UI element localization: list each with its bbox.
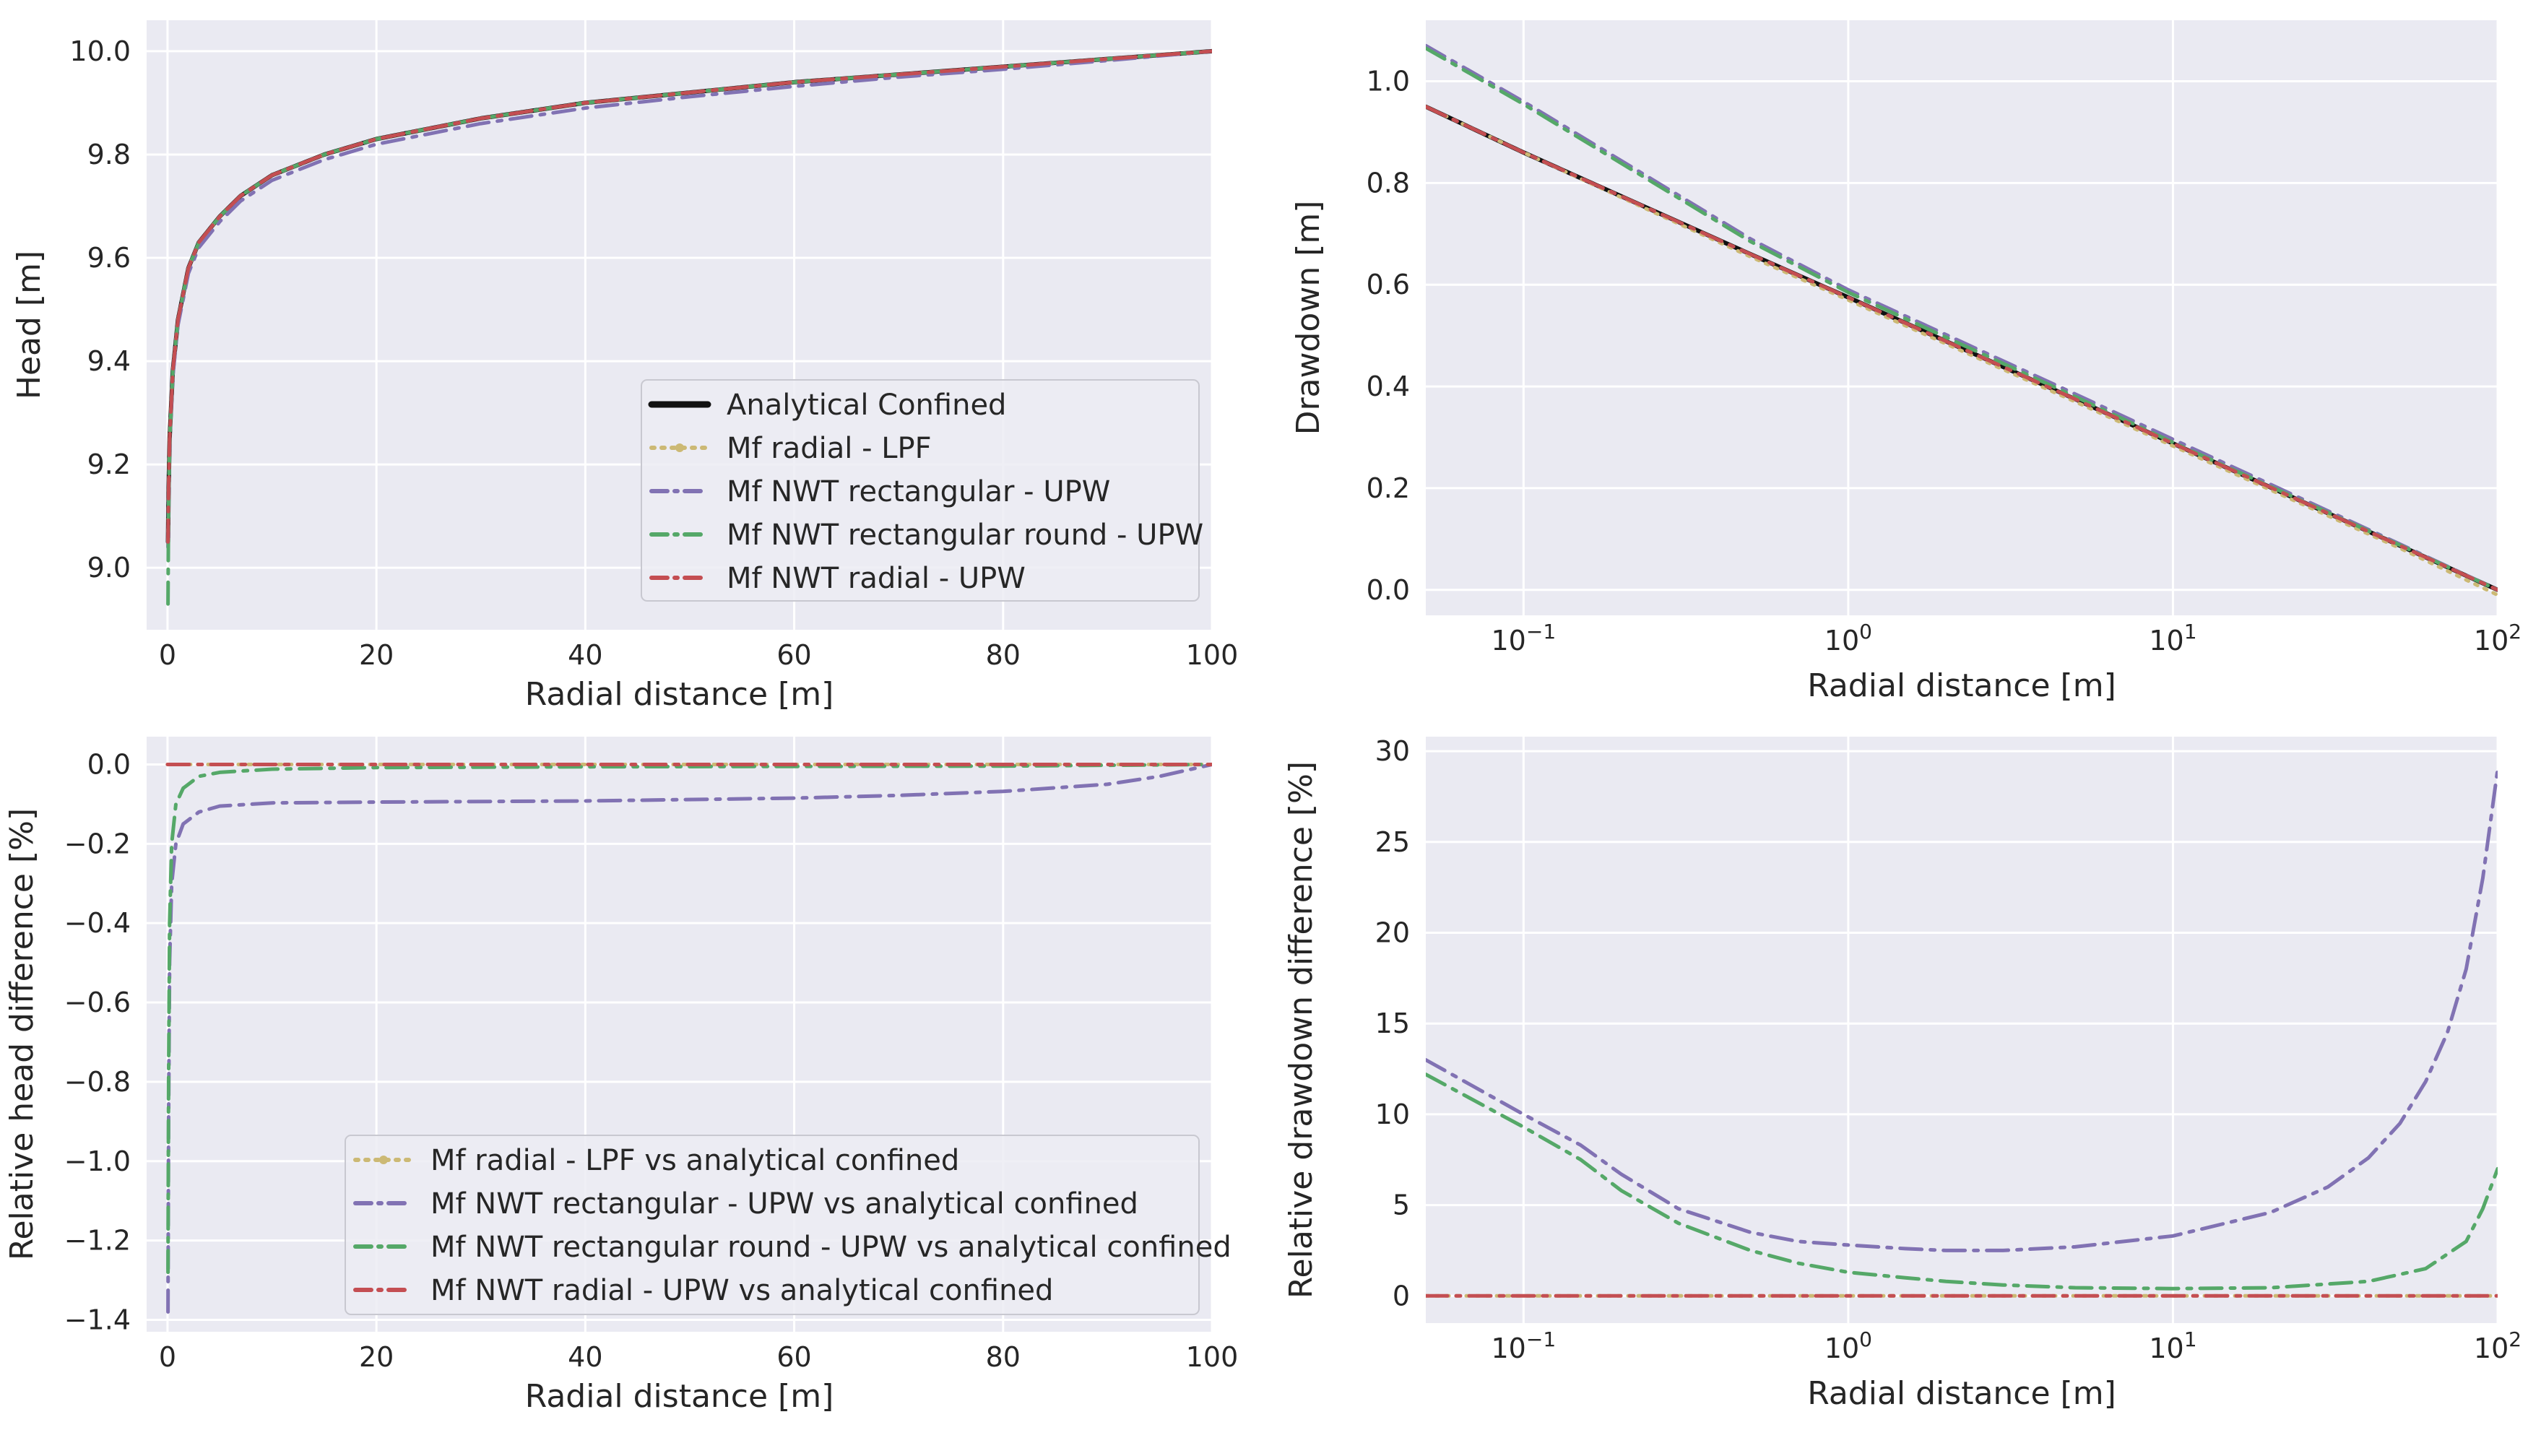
legend-label: Mf NWT rectangular round - UPW vs analyt… [430,1231,1231,1264]
series-line [166,49,1212,606]
y-tick-label: −0.2 [64,828,131,859]
legend-label: Mf radial - LPF vs analytical confined [430,1144,959,1177]
y-tick-label: 30 [1375,735,1410,767]
y-axis-label: Relative head difference [%] [4,808,40,1260]
y-axis-label: Relative drawdown difference [%] [1283,761,1320,1299]
y-tick-label: −1.2 [64,1225,131,1257]
legend-marker [379,1156,388,1164]
x-tick-label: 20 [359,1341,394,1373]
plot-area [1426,20,2498,615]
series-line [166,763,1212,1275]
x-tick-label: 40 [568,639,602,671]
legend: Mf radial - LPF vs analytical confined Mf… [345,1135,1231,1315]
x-tick-label: 0 [159,639,176,671]
series-group [165,763,1212,1314]
y-axis-label: Head [m] [11,251,48,399]
y-tick-label: 9.6 [87,242,131,274]
legend-box [641,379,1200,602]
legend-label: Analytical Confined [727,389,1006,422]
y-tick-label: 20 [1375,917,1410,949]
x-tick-label: 100 [1186,639,1239,671]
legend-label: Mf NWT rectangular - UPW [727,475,1110,508]
plot-area [1426,737,2498,1323]
y-tick-label: −1.0 [64,1145,131,1177]
y-tick-label: 0.8 [1367,167,1410,199]
y-tick-label: −0.4 [64,907,131,939]
y-tick-label: 9.0 [87,552,131,584]
y-tick-label: 0.6 [1367,269,1410,300]
series-group [165,48,1212,606]
y-tick-label: 10 [1375,1098,1410,1130]
x-tick-label: 100 [1824,620,1872,656]
x-tick-label: 101 [2149,1327,2196,1364]
x-tick-label: 60 [776,639,811,671]
y-axis-label: Drawdown [m] [1290,201,1327,436]
x-axis-label: Radial distance [m] [1807,667,2116,704]
legend-label: Mf NWT rectangular round - UPW [727,519,1203,552]
series-line [166,49,1212,544]
y-tick-label: 5 [1393,1190,1410,1221]
y-tick-label: −0.6 [64,987,131,1018]
x-tick-label: 20 [359,639,394,671]
x-tick-label: 100 [1824,1327,1872,1364]
y-tick-label: 9.8 [87,139,131,170]
y-tick-label: 9.2 [87,448,131,480]
series-line [1426,767,2498,1252]
x-axis-label: Radial distance [m] [525,676,834,713]
legend-label: Mf NWT radial - UPW vs analytical confin… [430,1274,1053,1307]
x-tick-label: 102 [2474,1327,2521,1364]
chart-drawdown-diff: 10−1 100 101 102 0 5 10 15 20 25 30 Radial distance… [1283,735,2521,1412]
y-tick-label: 0 [1393,1280,1410,1312]
x-tick-label: 10−1 [1492,1327,1557,1364]
y-tick-label: 0.2 [1367,472,1410,504]
y-tick-label: −1.4 [64,1304,131,1336]
legend-box [345,1135,1200,1315]
x-tick-label: 10−1 [1492,620,1557,656]
x-tick-label: 60 [776,1341,811,1373]
series-line [1426,105,2498,597]
chart-head-diff: 0 20 40 60 80 100 0.0 −0.2 −0.4 −0.6 −0.8 −1.0 −1.2 −… [4,737,1238,1415]
x-tick-label: 80 [986,1341,1021,1373]
chart-drawdown: 10−1 100 101 102 0.0 0.2 0.4 0.6 0.8 1.0 Radial di… [1290,20,2521,704]
legend-label: Mf NWT rectangular - UPW vs analytical c… [430,1187,1138,1221]
x-tick-label: 80 [986,639,1021,671]
y-tick-label: 15 [1375,1008,1410,1039]
y-tick-label: 10.0 [69,35,131,67]
series-group [1426,43,2498,597]
y-tick-label: 1.0 [1367,66,1410,98]
y-tick-label: 0.0 [87,748,131,780]
series-group [1426,767,2498,1298]
x-tick-label: 40 [568,1341,602,1373]
x-tick-label: 0 [159,1341,176,1373]
x-tick-label: 102 [2474,620,2521,656]
y-tick-label: 9.4 [87,345,131,377]
y-tick-label: 25 [1375,826,1410,858]
x-tick-label: 100 [1186,1341,1239,1373]
x-tick-label: 101 [2149,620,2196,656]
series-line [1426,1072,2498,1291]
legend-marker [675,443,684,452]
y-tick-label: 0.0 [1367,574,1410,606]
chart-head: 0 20 40 60 80 100 9.0 9.2 9.4 9.6 9.8 10.0 Radial di… [11,20,1238,713]
x-axis-label: Radial distance [m] [1807,1375,2116,1412]
series-line [1426,105,2498,592]
y-tick-label: −0.8 [64,1066,131,1098]
legend-label: Mf NWT radial - UPW [727,562,1026,595]
x-axis-label: Radial distance [m] [525,1378,834,1415]
legend-label: Mf radial - LPF [727,432,932,465]
legend: Analytical Confined Mf radial - LPF Mf NWT… [641,379,1203,602]
y-tick-label: 0.4 [1367,370,1410,402]
